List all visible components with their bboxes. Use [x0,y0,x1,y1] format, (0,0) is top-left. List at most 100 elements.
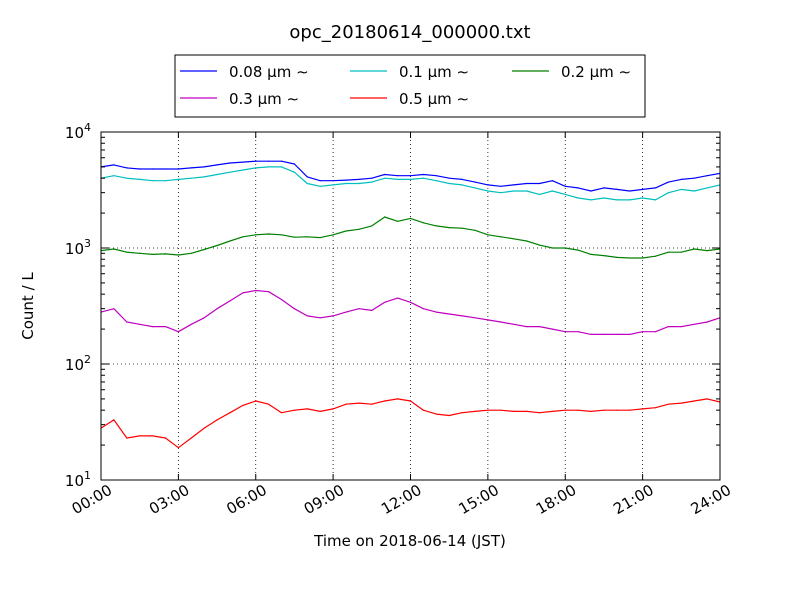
data-point [629,199,631,201]
data-point [551,247,554,249]
data-point [152,168,154,170]
legend-box [174,54,646,118]
data-point [203,427,205,429]
data-point [629,333,631,335]
data-point [706,175,708,177]
data-point [603,333,605,335]
data-point [384,301,386,303]
data-point [242,161,244,163]
data-point [448,414,450,417]
data-point [706,398,708,400]
data-point [680,178,682,180]
data-point [526,182,528,185]
data-point [409,301,412,303]
data-point [229,300,231,302]
data-point [164,180,167,182]
data-point [500,236,502,238]
data-point [371,309,373,311]
data-point [513,410,515,412]
data-point [280,166,283,168]
data-point [242,169,244,171]
data-point [255,167,257,169]
data-point [551,410,554,412]
data-point [332,180,334,182]
data-point [293,236,295,238]
data-point [177,447,179,449]
data-point [577,187,579,189]
data-point [306,408,308,410]
data-point [280,298,283,301]
data-point [422,222,424,224]
data-point [177,168,179,170]
data-point [139,323,141,325]
y-axis-label: Count / L [19,272,37,340]
data-point [345,230,347,232]
data-point [590,199,592,201]
data-point [332,408,334,410]
data-point [513,323,515,325]
data-point [332,234,334,236]
data-point [216,164,218,166]
data-point [409,175,412,177]
data-point [693,190,695,192]
data-point [435,413,437,415]
data-point [358,308,360,310]
data-point [164,326,167,328]
data-point [526,326,528,328]
data-point [242,236,244,238]
data-point [358,178,360,180]
data-point [216,244,218,247]
data-point [216,419,218,421]
data-point [397,297,399,299]
data-point [461,315,463,317]
data-point [642,408,644,410]
data-point [654,407,657,409]
data-point [590,333,592,335]
tick-layer [100,131,721,481]
data-point [190,167,192,169]
data-point [500,321,502,323]
data-point [693,248,695,250]
data-point [551,190,554,192]
data-point [280,234,283,236]
data-point [332,184,334,186]
data-point [616,188,618,190]
data-point [358,228,360,230]
data-point [255,160,257,162]
data-point [306,236,308,238]
data-point [642,197,644,199]
data-point [384,400,386,402]
data-point [629,190,631,192]
data-point [551,328,554,330]
data-point [474,317,476,319]
data-point [203,176,205,178]
data-point [397,178,399,180]
data-point [280,412,283,414]
data-point [384,216,386,218]
data-point [642,331,644,333]
data-point [667,181,670,183]
data-point [293,409,295,411]
data-point [590,190,592,192]
data-point [268,166,270,168]
data-point [216,173,218,176]
data-point [629,409,631,411]
data-point [577,331,579,333]
data-point [126,437,128,439]
data-point [487,190,489,192]
data-point [590,410,592,412]
series-layer [100,160,721,449]
data-point [177,254,179,256]
data-point [152,180,154,182]
data-point [152,253,154,255]
data-point [409,217,412,219]
data-point [203,166,205,168]
data-point [139,252,141,254]
data-point [190,437,192,439]
data-point [474,229,476,231]
data-point [616,199,618,201]
legend-label-0: 0.08 μm ∼ [229,63,309,81]
data-point [332,315,334,317]
data-point [667,326,670,328]
